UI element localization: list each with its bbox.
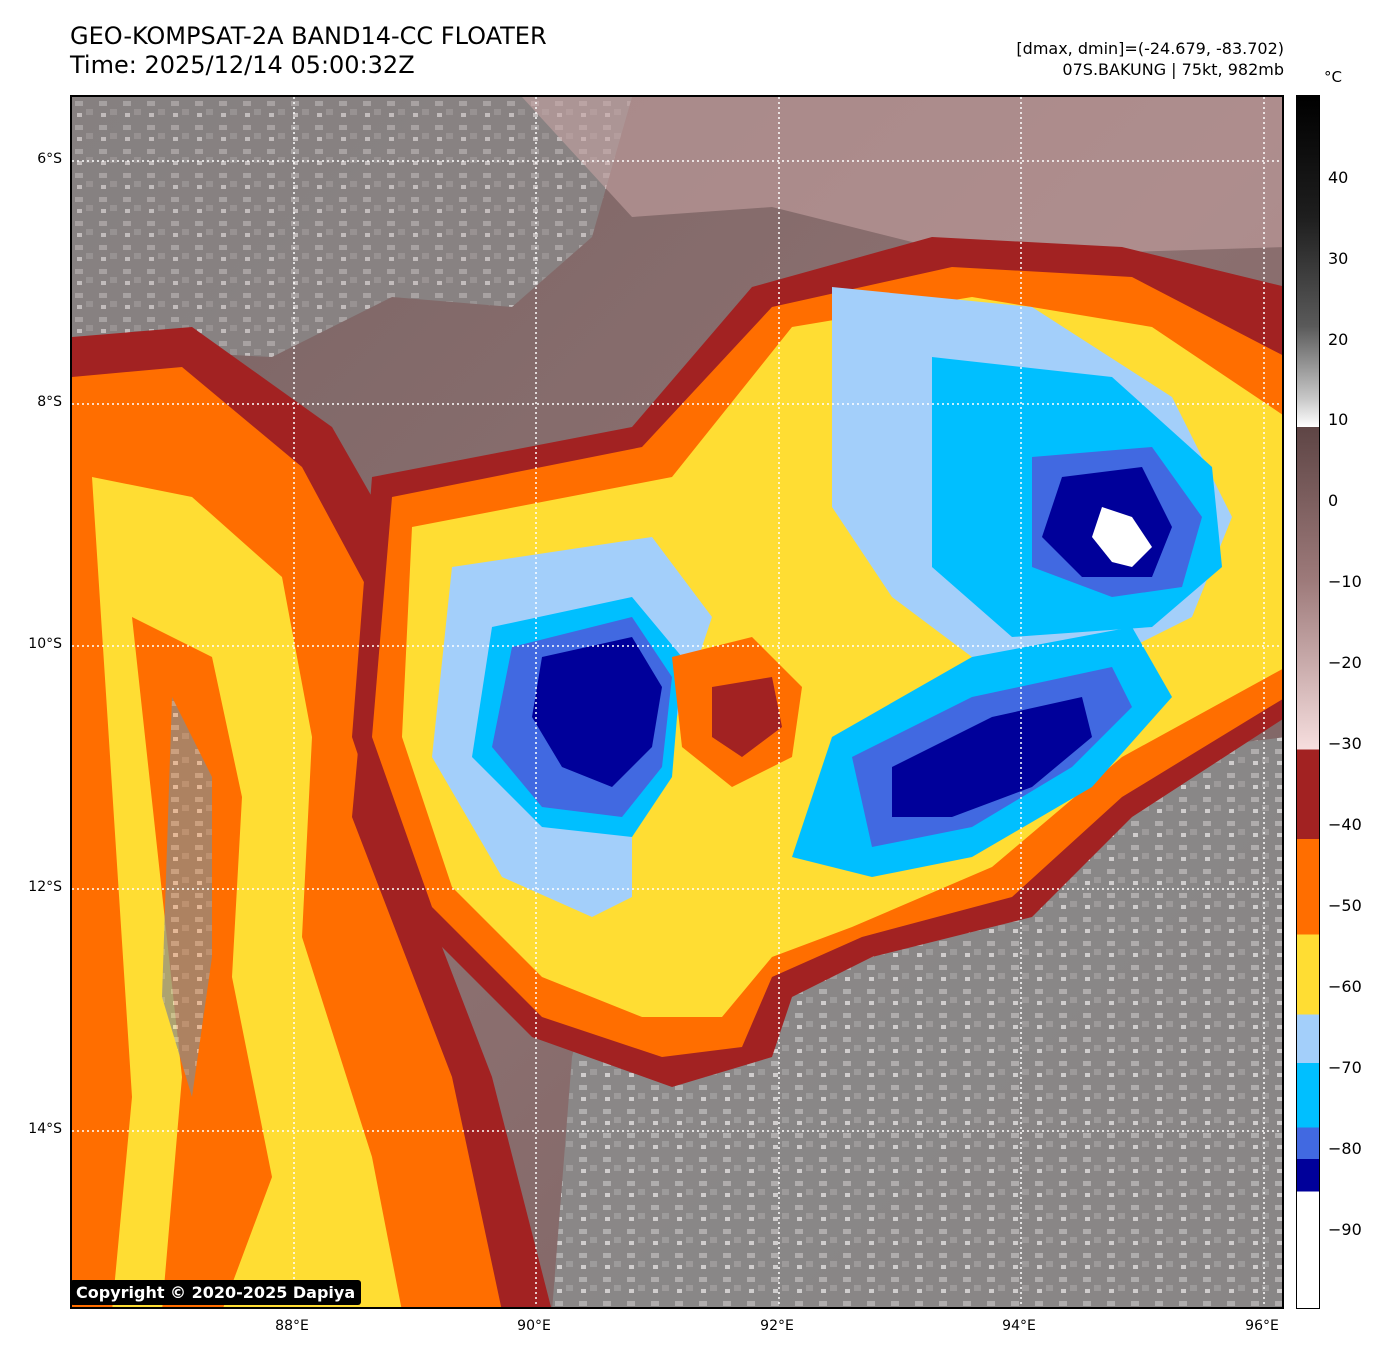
colorbar-tick: 20 xyxy=(1328,330,1349,349)
temperature-colorbar xyxy=(1296,95,1320,1309)
lat-label-10s: 10°S xyxy=(28,636,62,652)
colorbar-tick: −40 xyxy=(1328,815,1362,834)
copyright-badge: Copyright © 2020-2025 Dapiya xyxy=(70,1280,362,1305)
lat-label-8s: 8°S xyxy=(37,394,62,410)
satellite-image xyxy=(70,95,1284,1309)
colorbar-tick: −90 xyxy=(1328,1220,1362,1239)
colorbar-tick: 0 xyxy=(1328,491,1339,510)
lon-label-96e: 96°E xyxy=(1245,1318,1279,1334)
storm-info: [dmax, dmin]=(-24.679, -83.702) 07S.BAKU… xyxy=(1016,38,1284,80)
range-text: [dmax, dmin]=(-24.679, -83.702) xyxy=(1016,39,1284,58)
cloud-top-map xyxy=(72,97,1282,1307)
colorbar-tick: 40 xyxy=(1328,168,1349,187)
title-line-2: Time: 2025/12/14 05:00:32Z xyxy=(70,51,415,79)
colorbar-tick: −60 xyxy=(1328,977,1362,996)
colorbar-tick: −30 xyxy=(1328,734,1362,753)
colorbar-tick: 10 xyxy=(1328,410,1349,429)
colorbar-tick: −80 xyxy=(1328,1139,1362,1158)
lat-label-14s: 14°S xyxy=(28,1121,62,1137)
colorbar-tick: −20 xyxy=(1328,653,1362,672)
colorbar-unit: °C xyxy=(1324,68,1342,86)
storm-text: 07S.BAKUNG | 75kt, 982mb xyxy=(1062,60,1284,79)
colorbar-tick: −50 xyxy=(1328,896,1362,915)
lon-label-92e: 92°E xyxy=(760,1318,794,1334)
colorbar-tick: −70 xyxy=(1328,1058,1362,1077)
lon-label-94e: 94°E xyxy=(1002,1318,1036,1334)
colorbar-tick: −10 xyxy=(1328,572,1362,591)
chart-title: GEO-KOMPSAT-2A BAND14-CC FLOATER Time: 2… xyxy=(70,22,547,80)
lon-label-90e: 90°E xyxy=(517,1318,551,1334)
title-line-1: GEO-KOMPSAT-2A BAND14-CC FLOATER xyxy=(70,22,547,50)
lon-label-88e: 88°E xyxy=(275,1318,309,1334)
colorbar-tick: 30 xyxy=(1328,249,1349,268)
lat-label-12s: 12°S xyxy=(28,879,62,895)
lat-label-6s: 6°S xyxy=(37,151,62,167)
